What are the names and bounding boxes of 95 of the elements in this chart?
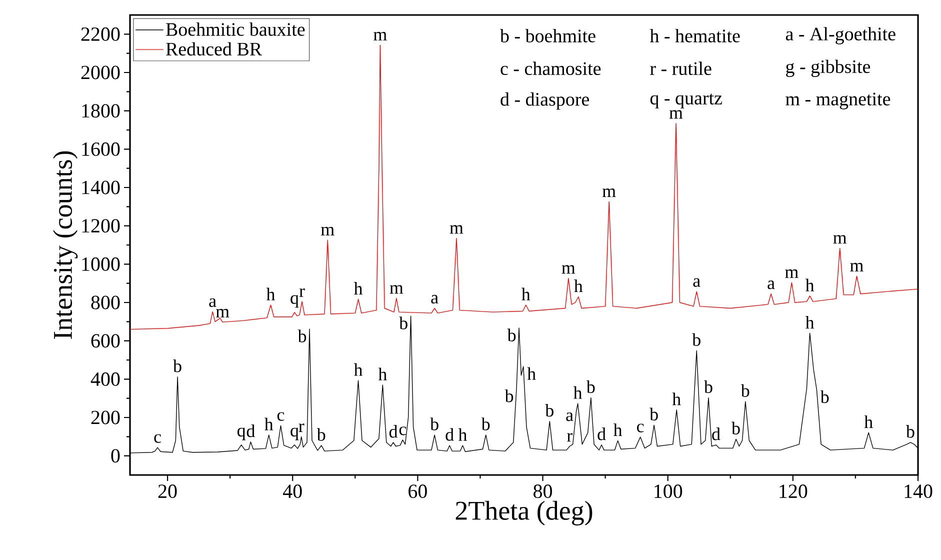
annotation: b: [732, 422, 740, 434]
y-tick-label: 0: [111, 449, 120, 463]
y-tick-label: 400: [90, 372, 120, 386]
annotation: r: [298, 423, 304, 432]
x-tick-label: 20: [158, 484, 177, 498]
annotation: a: [566, 412, 574, 422]
annotation: b: [650, 408, 658, 420]
annotation: h: [354, 282, 363, 295]
annotation: r: [567, 433, 572, 442]
annotation: m: [216, 308, 230, 318]
annotation: h: [805, 316, 814, 328]
annotation: d - diaspore: [500, 92, 590, 110]
y-axis-title: Intensity (counts): [53, 151, 78, 339]
annotation: h: [378, 368, 387, 380]
x-tick-label: 40: [283, 484, 302, 498]
annotation: m: [850, 262, 864, 272]
annotation: m: [374, 32, 387, 40]
annotation: m: [390, 285, 404, 294]
annotation: b: [545, 404, 554, 417]
annotation: b: [906, 425, 914, 438]
y-tick-label: 2200: [81, 27, 120, 41]
annotation: m: [602, 188, 616, 197]
annotation: q: [290, 295, 299, 308]
annotation: a: [768, 280, 775, 290]
annotation: b: [692, 333, 700, 346]
annotation: b: [704, 380, 712, 394]
y-tick-label: 2000: [81, 66, 120, 80]
y-tick-label: 1000: [82, 257, 120, 271]
annotation: d: [246, 424, 255, 438]
annotation: a: [431, 294, 438, 304]
annotation: h: [613, 423, 622, 436]
annotation: h: [573, 386, 582, 399]
x-axis-title: 2Theta (deg): [456, 500, 592, 526]
annotation: b: [316, 428, 326, 441]
annotation: b: [586, 380, 595, 394]
annotation: c - chamosite: [500, 62, 601, 76]
annotation: m: [669, 110, 683, 119]
annotation: q: [290, 428, 299, 440]
annotation: g - gibbsite: [786, 60, 870, 77]
y-tick-label: 1200: [82, 219, 120, 233]
y-tick-label: 800: [91, 296, 120, 310]
legend-label: Boehmitic bauxite: [166, 22, 305, 36]
annotation: h: [527, 367, 536, 380]
annotation: c: [277, 412, 284, 421]
annotation: b: [507, 328, 516, 342]
annotation: h: [264, 418, 274, 430]
annotation: b: [740, 384, 750, 397]
x-tick-label: 100: [654, 484, 682, 498]
y-tick-label: 1800: [82, 104, 120, 118]
y-tick-label: 1600: [82, 142, 120, 156]
annotation: h: [672, 392, 681, 406]
annotation: m: [321, 226, 334, 236]
annotation: m: [785, 269, 798, 278]
annotation: b: [298, 330, 306, 342]
annotation: h: [354, 363, 363, 376]
annotation: a - Al-goethite: [786, 27, 896, 44]
annotation: q - quartz: [650, 94, 722, 108]
annotation: b: [430, 418, 438, 430]
x-tick-label: 60: [408, 484, 427, 498]
annotation: h: [458, 428, 467, 441]
y-tick-label: 600: [91, 334, 120, 348]
annotation: a: [693, 278, 700, 287]
x-tick-label: 80: [534, 484, 552, 498]
y-tick-label: 1400: [82, 180, 120, 194]
annotation: m: [833, 235, 847, 244]
annotation: m: [450, 225, 464, 234]
annotation: b: [173, 359, 182, 372]
annotation: h - hematite: [650, 29, 740, 42]
annotation: h: [574, 280, 583, 292]
annotation: c: [154, 434, 161, 443]
x-tick-label: 120: [780, 484, 808, 498]
annotation: r: [299, 288, 305, 297]
annotation: q: [237, 428, 246, 440]
annotation: c: [637, 424, 644, 432]
annotation: b: [481, 418, 490, 430]
annotation: h: [864, 415, 873, 428]
annotation: d: [598, 428, 606, 440]
annotation: r - rutile: [650, 62, 712, 76]
annotation: m - magnetite: [786, 92, 890, 110]
x-tick-label: 140: [904, 484, 932, 498]
annotation: h: [805, 278, 814, 292]
legend-label: Reduced BR: [166, 42, 262, 56]
annotation: d: [712, 428, 720, 440]
annotation: h: [522, 288, 530, 300]
annotation: h: [266, 288, 275, 300]
annotation: d: [446, 428, 454, 441]
annotation: m: [562, 265, 576, 274]
annotation: b - boehmite: [500, 29, 596, 42]
annotation: d: [389, 425, 398, 438]
annotation: a: [209, 298, 216, 307]
annotation: b: [504, 389, 514, 402]
y-tick-label: 200: [91, 410, 120, 424]
annotation: b: [399, 316, 408, 330]
annotation: b: [820, 390, 829, 404]
annotation: c: [399, 426, 406, 436]
